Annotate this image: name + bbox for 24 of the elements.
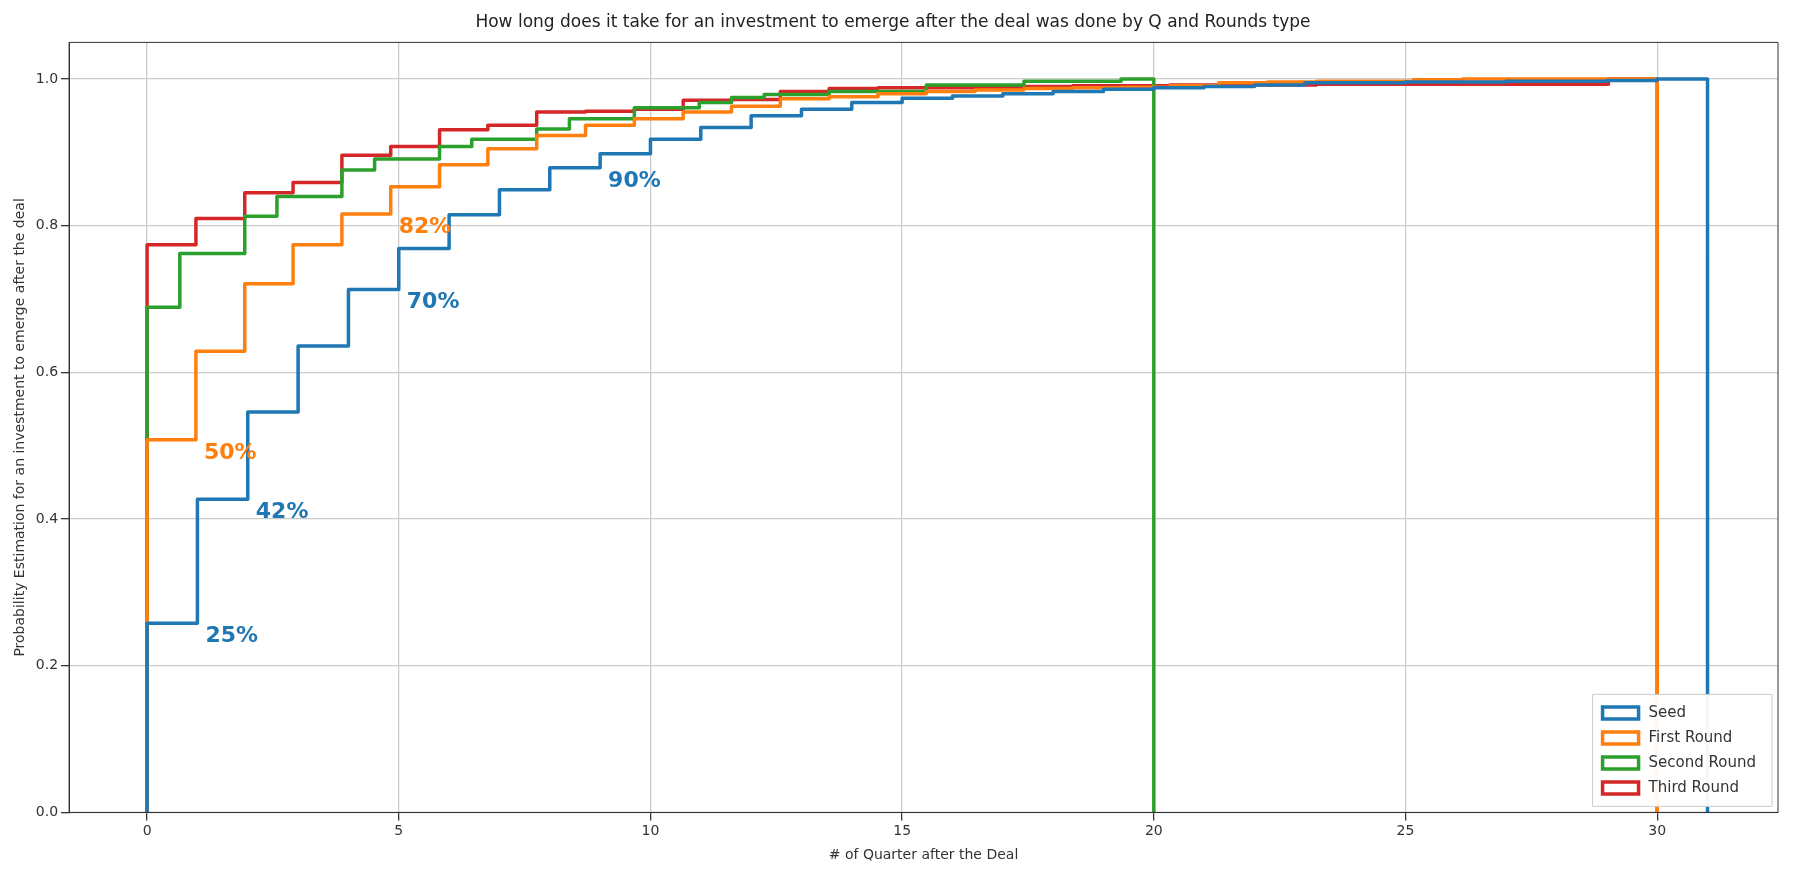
y-tick-label: 0.0: [35, 803, 59, 820]
x-tick-label: 25: [1396, 822, 1415, 839]
y-tick-label: 1.0: [35, 69, 59, 86]
x-tick-label: 5: [394, 822, 404, 839]
legend-label: Third Round: [1647, 777, 1740, 796]
annotation: 25%: [205, 621, 259, 647]
x-tick-label: 0: [142, 822, 152, 839]
y-tick-label: 0.2: [35, 656, 59, 673]
legend-label: First Round: [1648, 727, 1733, 746]
x-axis-title: # of Quarter after the Deal: [828, 846, 1019, 863]
x-tick-label: 15: [893, 822, 912, 839]
annotation: 70%: [406, 288, 460, 314]
y-axis-title: Probability Estimation for an investment to emerge after the deal: [11, 198, 28, 657]
x-tick-label: 10: [641, 822, 660, 839]
x-tick-label: 30: [1648, 822, 1667, 839]
chart-title: How long does it take for an investment to emerge after the deal was done by Q and Rounds type: [475, 10, 1311, 31]
x-tick-label: 20: [1144, 822, 1163, 839]
legend-label: Seed: [1648, 702, 1687, 721]
y-tick-label: 0.6: [35, 363, 59, 380]
annotation: 90%: [608, 166, 661, 192]
y-tick-label: 0.8: [35, 216, 59, 233]
annotation: 42%: [255, 497, 309, 523]
legend-label: Second Round: [1648, 752, 1757, 771]
y-tick-label: 0.4: [35, 509, 59, 526]
